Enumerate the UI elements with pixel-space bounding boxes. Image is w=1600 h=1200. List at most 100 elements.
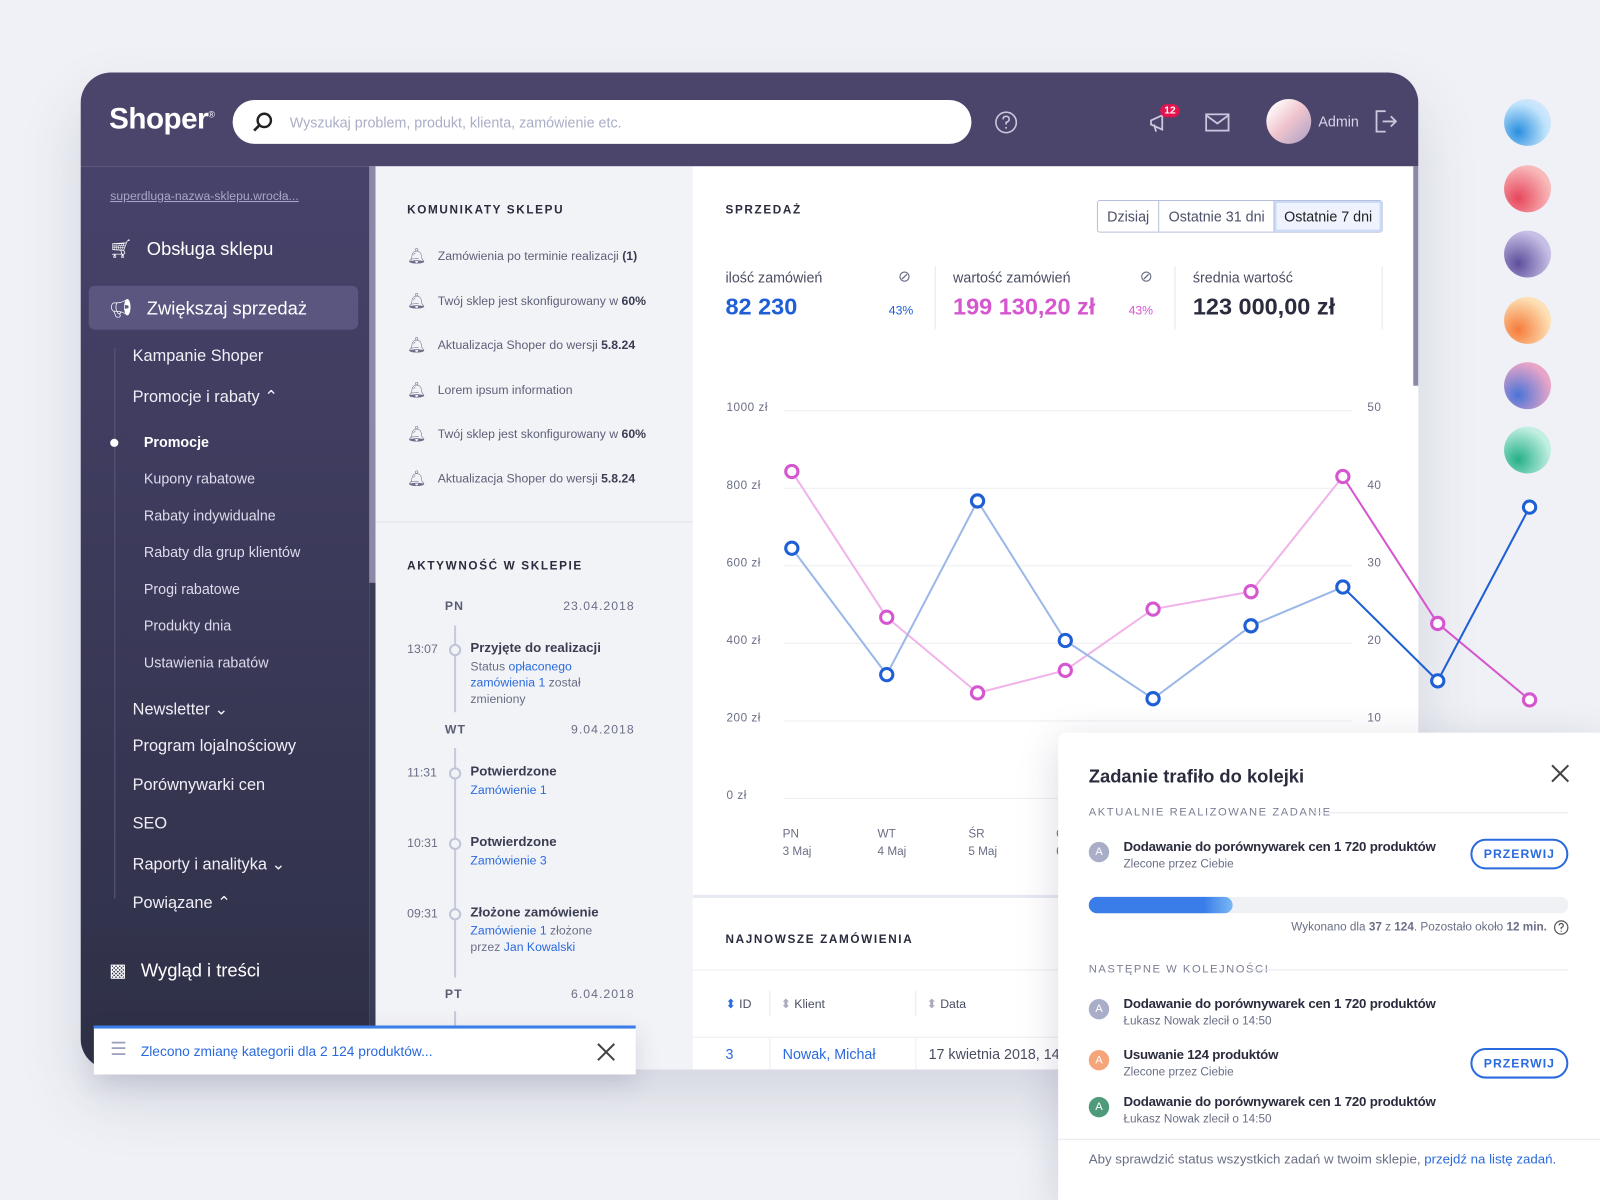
toast: ☰ Zlecono zmianę kategorii dla 2 124 pro…	[93, 1025, 636, 1075]
task-avatar: A	[1088, 841, 1110, 863]
event-link[interactable]: opłaconego zamówienia 1	[470, 659, 572, 690]
hide-eye-icon[interactable]: ⊘	[1139, 268, 1153, 286]
search-box[interactable]	[232, 99, 972, 144]
series-0-segment	[1437, 622, 1531, 701]
column-id[interactable]: ⬍ ID	[725, 996, 752, 1012]
sidebar-subsub-progi[interactable]: Progi rabatowe	[143, 580, 240, 597]
shop-link[interactable]: superdluga-nazwa-sklepu.wrocła...	[110, 188, 299, 204]
avatar[interactable]	[1266, 98, 1312, 144]
sidebar-subsub-kupony[interactable]: Kupony rabatowe	[143, 470, 256, 487]
close-icon[interactable]	[597, 1043, 616, 1061]
event-time: 11:31	[407, 765, 437, 780]
search-input[interactable]	[289, 99, 943, 144]
series-1-point[interactable]	[1521, 499, 1538, 515]
help-icon[interactable]	[994, 110, 1018, 134]
sidebar-scrollbar[interactable]	[369, 166, 376, 583]
panel-title: Zadanie trafiło do kolejki	[1088, 766, 1305, 787]
divider	[692, 894, 1414, 898]
sidebar-subsub-ustawienia[interactable]: Ustawienia rabatów	[143, 654, 269, 671]
table-row[interactable]: 3 Nowak, Michał 17 kwietnia 2018, 14	[693, 1037, 1413, 1070]
cart-icon: 🛒︎	[109, 238, 133, 260]
footer-text: Aby sprawdzić status wszystkich zadań w …	[1088, 1151, 1557, 1167]
bell-icon: 🔔︎	[407, 469, 427, 488]
series-0-point[interactable]	[1521, 692, 1538, 708]
megaphone-notifications-icon[interactable]	[1148, 111, 1172, 135]
help-icon[interactable]	[1553, 919, 1569, 935]
message-item[interactable]: 🔔︎ Twój sklep jest skonfigurowany w 60%	[407, 424, 646, 443]
theme-circle-violet[interactable]	[1504, 362, 1552, 410]
column-client[interactable]: ⬍ Klient	[780, 996, 825, 1012]
user-name[interactable]: Admin	[1318, 113, 1359, 130]
sidebar-subsub-grupy[interactable]: Rabaty dla grup klientów	[143, 543, 301, 561]
task-title: Usuwanie 124 produktów	[1123, 1046, 1279, 1063]
column-date[interactable]: ⬍ Data	[926, 996, 967, 1012]
sidebar-sub-newsletter[interactable]: Newsletter ⌄	[133, 699, 228, 719]
y-left-tick: 200 zł	[726, 712, 761, 725]
timeline-dot	[448, 908, 462, 921]
timeline-day: PN	[444, 598, 464, 614]
logout-icon[interactable]	[1373, 109, 1398, 133]
sidebar-sub-promocje-rabaty[interactable]: Promocje i rabaty ⌃	[133, 387, 278, 407]
theme-circle-red[interactable]	[1504, 165, 1552, 213]
event-link[interactable]: Jan Kowalski	[503, 939, 576, 955]
task-title: Dodawanie do porównywarek cen 1 720 prod…	[1123, 1093, 1436, 1110]
hide-eye-icon[interactable]: ⊘	[897, 268, 911, 286]
message-item[interactable]: 🔔︎ Zamówienia po terminie realizacji (1)	[407, 247, 637, 265]
range-7-days[interactable]: Ostatnie 7 dni	[1274, 201, 1382, 232]
series-0-point[interactable]	[1430, 615, 1446, 632]
abort-button[interactable]: PRZERWIJ	[1470, 1047, 1569, 1079]
message-text: Zamówienia po terminie realizacji (1)	[437, 248, 638, 264]
sidebar-item-wyglad[interactable]: ▩ Wygląd i treści	[109, 960, 260, 981]
active-highlight	[88, 285, 359, 330]
order-client[interactable]: Nowak, Michał	[782, 1045, 876, 1063]
sidebar-subsub-produkty-dnia[interactable]: Produkty dnia	[143, 617, 232, 634]
sidebar-sub-seo[interactable]: SEO	[132, 815, 168, 833]
timeline-dot	[448, 643, 462, 657]
kpi-value: 199 130,20 zł	[953, 292, 1096, 320]
logo[interactable]: Shoper®	[109, 103, 215, 136]
sidebar: superdluga-nazwa-sklepu.wrocła... 🛒︎ Obsł…	[80, 166, 370, 1070]
sidebar-sub-kampanie[interactable]: Kampanie Shoper	[132, 347, 264, 366]
chevron-up-icon: ⌃	[264, 388, 278, 407]
y-left-tick: 400 zł	[726, 634, 761, 647]
main-scrollbar[interactable]	[1413, 166, 1419, 386]
toast-text[interactable]: Zlecono zmianę kategorii dla 2 124 produ…	[140, 1043, 433, 1060]
kpi-label: średnia wartość	[1192, 269, 1293, 286]
event-link[interactable]: Zamówienie 1	[470, 923, 547, 938]
order-id[interactable]: 3	[725, 1045, 734, 1063]
sidebar-sub-porownywarki[interactable]: Porównywarki cen	[132, 776, 266, 794]
mail-icon[interactable]	[1205, 113, 1230, 132]
series-1-point[interactable]	[1430, 673, 1446, 689]
sidebar-item-zwiekszaj[interactable]: 📢︎ Zwiększaj sprzedaż	[109, 298, 307, 319]
event-time: 10:31	[407, 835, 438, 850]
theme-circle-green[interactable]	[1504, 426, 1552, 474]
divider	[692, 969, 1414, 971]
message-item[interactable]: 🔔︎ Aktualizacja Shoper do wersji 5.8.24	[407, 469, 635, 487]
theme-circle-purple[interactable]	[1504, 230, 1552, 278]
event-link[interactable]: Zamówienie 3	[470, 853, 547, 868]
message-item[interactable]: 🔔︎ Aktualizacja Shoper do wersji 5.8.24	[407, 336, 635, 354]
message-item[interactable]: 🔔︎ Twój sklep jest skonfigurowany w 60%	[407, 291, 646, 309]
gridline	[783, 410, 1353, 412]
sidebar-sub-raporty[interactable]: Raporty i analityka ⌄	[133, 854, 286, 874]
event-link[interactable]: Zamówienie 1	[470, 782, 547, 797]
message-item[interactable]: 🔔︎ Lorem ipsum information	[407, 380, 572, 398]
bell-icon: 🔔︎	[407, 292, 427, 310]
sidebar-sub-lojalnosciowy[interactable]: Program lojalnościowy	[132, 737, 296, 756]
range-31-days[interactable]: Ostatnie 31 dni	[1159, 201, 1275, 232]
divider	[1381, 266, 1383, 330]
sidebar-subsub-indywidualne[interactable]: Rabaty indywidualne	[143, 507, 276, 524]
theme-circle-blue[interactable]	[1504, 98, 1552, 146]
close-icon[interactable]	[1550, 763, 1570, 783]
task-list-link[interactable]: przejdź na listę zadań.	[1424, 1151, 1557, 1167]
divider	[1058, 1138, 1600, 1140]
x-tick: ŚR 5 Maj	[968, 828, 998, 859]
theme-circle-orange[interactable]	[1504, 296, 1552, 344]
range-selector: Dzisiaj Ostatnie 31 dni Ostatnie 7 dni	[1096, 199, 1383, 233]
y-right-tick: 30	[1367, 557, 1382, 570]
abort-button[interactable]: PRZERWIJ	[1470, 838, 1569, 870]
sidebar-subsub-promocje[interactable]: Promocje	[143, 433, 209, 450]
sidebar-item-obsluga[interactable]: 🛒︎ Obsługa sklepu	[109, 239, 273, 260]
range-today[interactable]: Dzisiaj	[1098, 201, 1160, 232]
sidebar-sub-powiazane[interactable]: Powiązane ⌃	[133, 893, 231, 913]
